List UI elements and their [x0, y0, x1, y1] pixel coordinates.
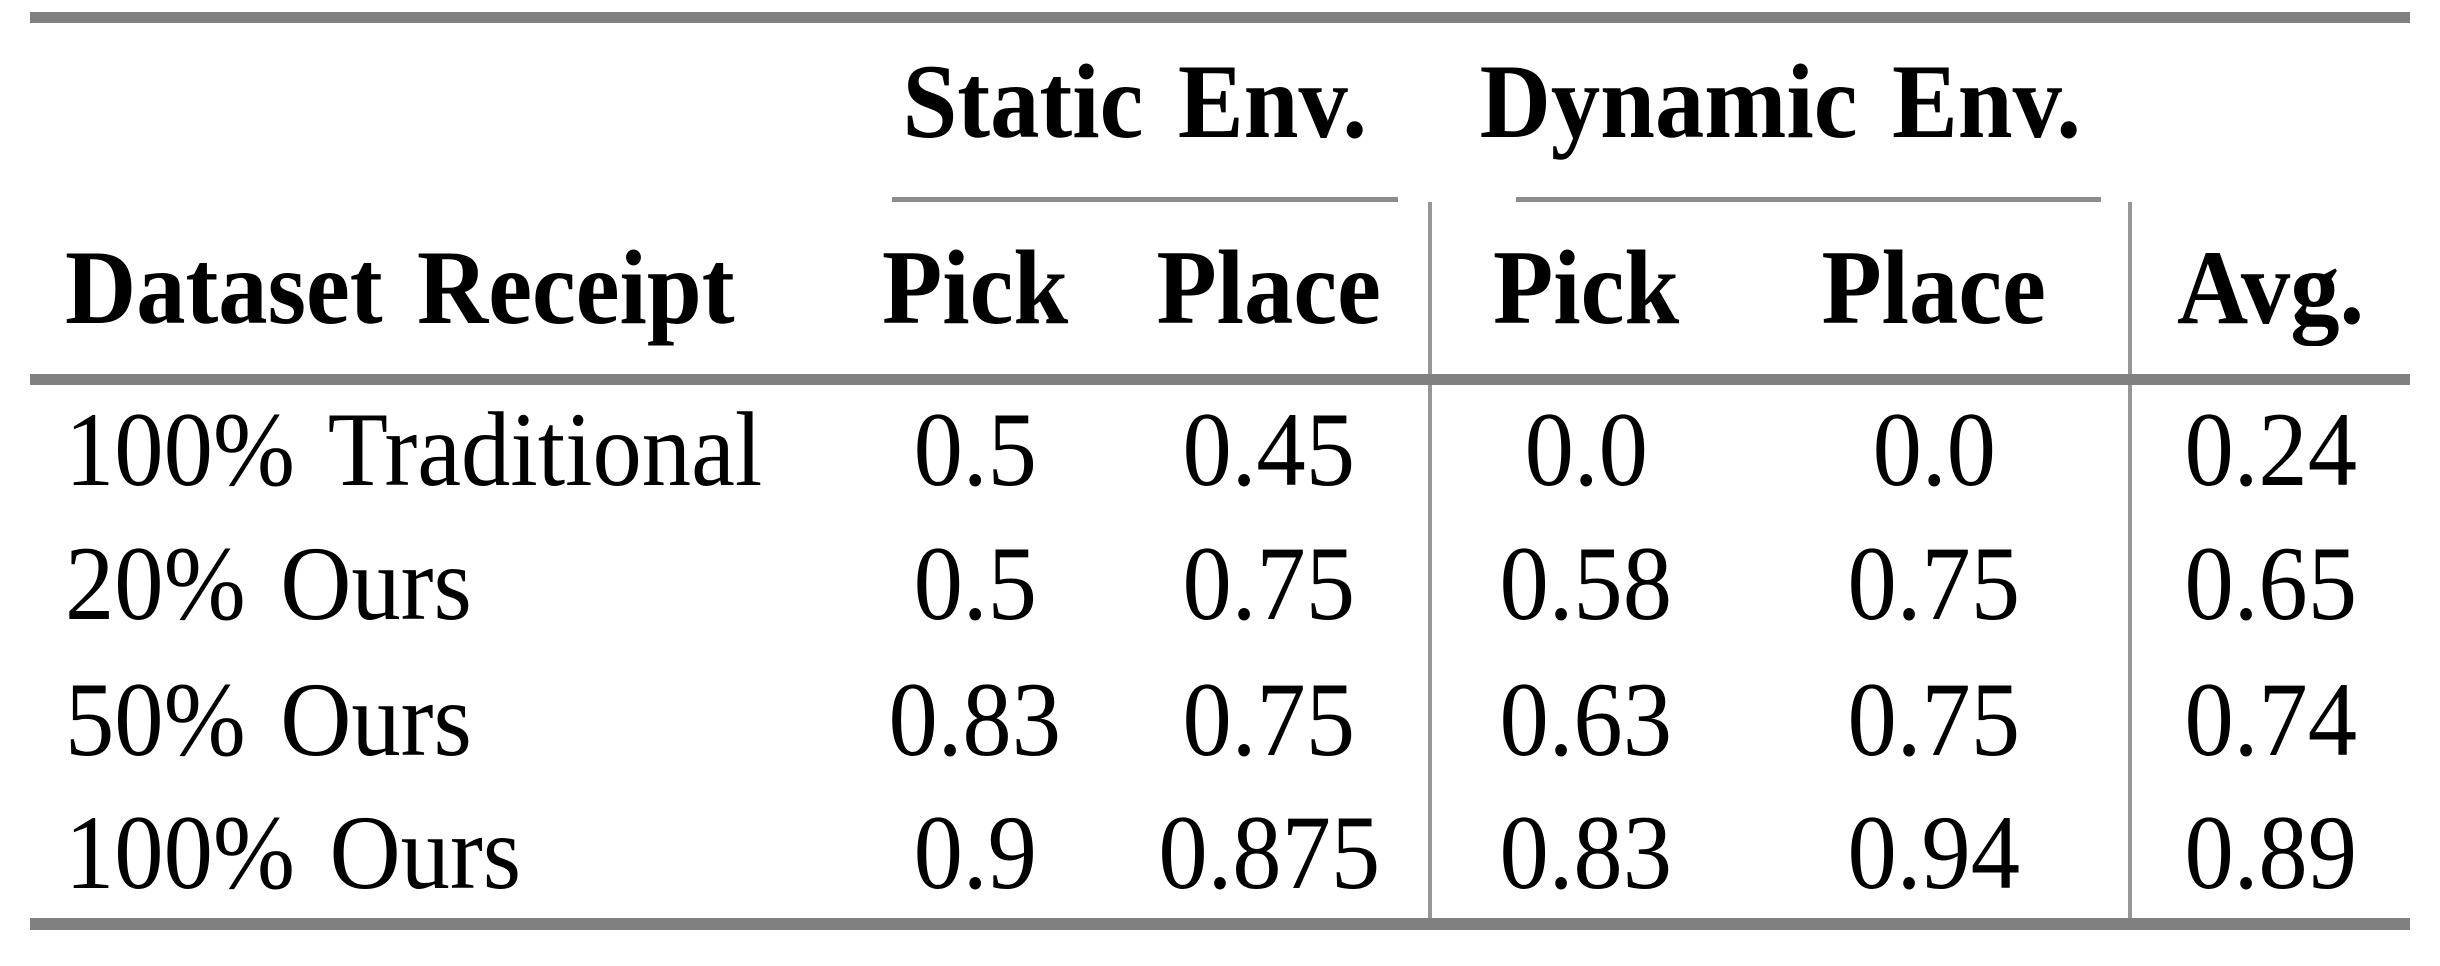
cell-dynamic-place: 0.0 — [1740, 380, 2130, 516]
cell-avg: 0.65 — [2128, 515, 2411, 652]
cell-dynamic-pick: 0.58 — [1428, 515, 1741, 652]
group-header-static-env: Static Env. — [840, 12, 1431, 202]
cell-static-pick: 0.5 — [840, 380, 1110, 516]
group-header-dynamic-env: Dynamic Env. — [1430, 12, 2131, 202]
cell-value: 0.0 — [1524, 391, 1648, 509]
table-row-50-ours: 50% Ours 0.83 0.75 0.63 0.75 0.74 — [30, 651, 2411, 788]
col-header-avg: Avg. — [2128, 201, 2411, 385]
col-header-dynamic-pick: Pick — [1428, 201, 1741, 385]
cell-static-pick: 0.83 — [840, 652, 1110, 788]
cell-static-place: 0.75 — [1110, 516, 1430, 652]
col-header-static-pick-label: Pick — [881, 228, 1069, 346]
col-header-dataset-receipt: Dataset Receipt — [30, 201, 840, 385]
static-env-label-cell: Static Env. — [840, 42, 1430, 160]
corner-empty-cell — [30, 12, 840, 202]
dynamic-env-label-cell: Dynamic Env. — [1430, 42, 2130, 160]
row-label-cell: 100% Ours — [30, 787, 840, 930]
cell-static-place: 0.875 — [1110, 787, 1431, 930]
cell-dynamic-place: 0.75 — [1740, 652, 2130, 788]
cell-value: 0.75 — [1182, 660, 1356, 778]
cell-value: 0.75 — [1182, 524, 1356, 642]
cell-static-place: 0.45 — [1110, 380, 1430, 516]
cmidrule-static — [892, 196, 1399, 202]
static-env-label: Static Env. — [902, 42, 1368, 160]
cell-value: 0.0 — [1872, 391, 1996, 509]
col-header-dynamic-pick-label: Pick — [1492, 228, 1680, 346]
cell-dynamic-place: 0.94 — [1740, 787, 2131, 930]
cell-value: 0.83 — [1499, 793, 1673, 911]
col-header-dynamic-place-label: Place — [1821, 228, 2047, 346]
cell-value: 0.74 — [2184, 660, 2358, 778]
group-header-static-wrap: Static Env. — [840, 29, 1430, 202]
col-header-dataset-receipt-label: Dataset Receipt — [65, 228, 735, 346]
table-row-100-traditional: 100% Traditional 0.5 0.45 0.0 0.0 0.24 — [30, 379, 2411, 516]
col-header-static-place-label: Place — [1156, 228, 1382, 346]
cell-avg: 0.24 — [2128, 379, 2411, 516]
row-label: 100% Traditional — [65, 391, 763, 509]
group-header-dynamic-wrap: Dynamic Env. — [1430, 29, 2130, 202]
cell-value: 0.58 — [1499, 524, 1673, 642]
cell-avg: 0.89 — [2128, 787, 2411, 930]
col-header-dynamic-place: Place — [1740, 201, 2131, 385]
row-label: 50% Ours — [65, 660, 472, 778]
cell-value: 0.89 — [2184, 793, 2358, 911]
dynamic-env-label: Dynamic Env. — [1479, 42, 2081, 160]
cell-value: 0.5 — [913, 524, 1037, 642]
cell-dynamic-pick: 0.0 — [1428, 379, 1741, 516]
col-header-static-pick: Pick — [840, 201, 1110, 385]
cell-value: 0.45 — [1182, 391, 1356, 509]
cell-value: 0.83 — [888, 660, 1062, 778]
table-row-100-ours: 100% Ours 0.9 0.875 0.83 0.94 0.89 — [30, 787, 2411, 930]
row-label-cell: 100% Traditional — [30, 380, 840, 516]
group-header-row: Static Env. Dynamic Env. — [30, 12, 2411, 202]
row-label-cell: 50% Ours — [30, 652, 840, 788]
cell-value: 0.875 — [1158, 793, 1380, 911]
cell-value: 0.65 — [2184, 524, 2358, 642]
table-row-20-ours: 20% Ours 0.5 0.75 0.58 0.75 0.65 — [30, 515, 2411, 652]
cell-dynamic-pick: 0.63 — [1428, 651, 1741, 788]
cell-avg: 0.74 — [2128, 651, 2411, 788]
cell-value: 0.9 — [913, 793, 1037, 911]
row-label: 100% Ours — [65, 793, 522, 911]
cell-static-pick: 0.5 — [840, 516, 1110, 652]
cell-value: 0.63 — [1499, 660, 1673, 778]
col-header-avg-label: Avg. — [2177, 228, 2365, 346]
cell-dynamic-place: 0.75 — [1740, 516, 2130, 652]
row-label-cell: 20% Ours — [30, 516, 840, 652]
cmidrule-dynamic — [1516, 196, 2102, 202]
cell-value: 0.24 — [2184, 391, 2358, 509]
avg-empty-cell — [2130, 12, 2411, 202]
cell-dynamic-pick: 0.83 — [1428, 787, 1741, 930]
cell-static-pick: 0.9 — [840, 787, 1110, 930]
cell-static-place: 0.75 — [1110, 652, 1430, 788]
column-header-row: Dataset Receipt Pick Place Pick Place Av… — [30, 201, 2411, 385]
cell-value: 0.75 — [1847, 524, 2021, 642]
row-label: 20% Ours — [65, 524, 472, 642]
cell-value: 0.75 — [1847, 660, 2021, 778]
col-header-static-place: Place — [1110, 201, 1431, 385]
results-table: Static Env. Dynamic Env. Dataset Receipt… — [30, 12, 2411, 930]
cell-value: 0.5 — [913, 391, 1037, 509]
cell-value: 0.94 — [1847, 793, 2021, 911]
